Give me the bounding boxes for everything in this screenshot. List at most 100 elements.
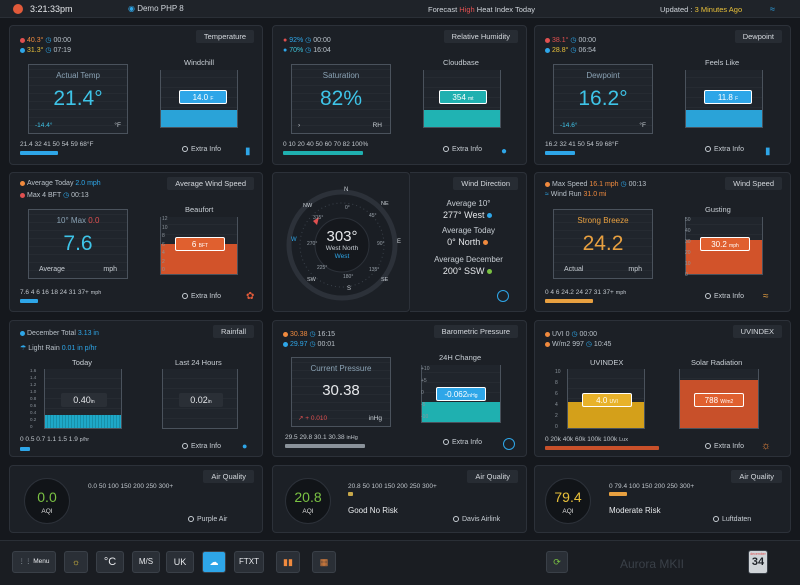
tick-label: 0 — [685, 272, 688, 278]
menu-label: Menu — [33, 558, 50, 565]
celsius-button[interactable]: °C — [96, 551, 124, 573]
deg-label: 225° — [317, 265, 328, 271]
clock-icon: ◷ — [309, 331, 316, 338]
tick-label: 2 — [555, 413, 558, 419]
deg-label: 0° — [345, 205, 350, 211]
extra-info-button[interactable]: Extra Info — [182, 293, 221, 300]
panel-title: Rainfall — [212, 325, 254, 338]
clock-icon: ◷ — [63, 192, 70, 199]
tick-label: 10 — [162, 224, 168, 231]
hum-high-time: 00:00 — [313, 37, 331, 44]
tick-label: 0 — [162, 267, 165, 273]
temp-gauge: Actual Temp 21.4° -14.4° °F — [28, 64, 128, 134]
temp-high-time: 00:00 — [53, 37, 71, 44]
scale-unit: mph — [615, 290, 627, 296]
aqi-label: AQI — [562, 508, 574, 515]
uv-number: 4.0 — [596, 396, 608, 405]
calendar-button[interactable]: ▦ — [312, 551, 336, 573]
tick-label: 8 — [162, 233, 165, 239]
deg-label: 270° — [307, 241, 318, 247]
logo-icon[interactable] — [13, 4, 23, 14]
theme-toggle-button[interactable]: ☼ — [64, 551, 88, 573]
change-ticks: +10 +5 0 -5 -10 — [421, 363, 429, 423]
avg-today-value: 0° North — [447, 237, 481, 247]
extra-info-button[interactable]: Extra Info — [705, 146, 744, 153]
air-quality-panel-3: Air Quality 79.4 AQI 0 79.4 100 150 200 … — [534, 465, 791, 533]
tick-label: 4 — [555, 402, 558, 408]
menu-button[interactable]: ⋮⋮ Menu — [12, 551, 56, 573]
baro-high-value: 30.38 — [290, 331, 308, 338]
temp-high: 40.3° ◷ 00:00 — [20, 36, 71, 44]
hum-high: ● 92% ◷ 00:00 — [283, 36, 331, 44]
info-icon — [182, 146, 188, 153]
avg-10-label: Average 10° — [446, 199, 491, 208]
bottom-toolbar: ⋮⋮ Menu ☼ °C M/S UK ☁ FTXT ▮▮ ▦ ⟳ Aurora… — [0, 540, 800, 585]
extra-info-button[interactable]: Extra Info — [443, 146, 482, 153]
extra-info-button[interactable]: Extra Info — [705, 293, 744, 300]
extra-info-label: Extra Info — [714, 443, 744, 450]
extra-info-button[interactable]: Extra Info — [182, 443, 221, 450]
extra-info-button[interactable]: Extra Info — [182, 146, 221, 153]
gusting-number: 30.2 — [711, 240, 727, 249]
temp-scale: 21.4 32 41 50 54 59 68°F — [20, 141, 94, 148]
wind-direction-panel: Wind Direction Average 10° 277° West Ave… — [410, 172, 527, 312]
baro-high-time: 16:15 — [317, 331, 336, 338]
dew-low-time: 06:54 — [578, 47, 596, 54]
cloudbase-number: 354 — [452, 93, 466, 102]
refresh-button[interactable]: ⟳ — [546, 551, 568, 573]
source-link[interactable]: Davis Airlink — [453, 516, 500, 523]
aqi-scale-bar — [609, 492, 627, 496]
extra-info-button[interactable]: Extra Info — [705, 443, 744, 450]
deg-label: 135° — [369, 267, 380, 273]
droplet-icon: ● — [501, 146, 508, 157]
forecast-high: High — [459, 5, 475, 14]
source-link[interactable]: Purple Air — [188, 516, 227, 523]
today-unit: in — [90, 399, 95, 405]
wind-run-value: 31.0 mi — [583, 191, 607, 198]
aqi-dial: 0.0 AQI — [24, 478, 70, 524]
gauge-label: Strong Breeze — [577, 216, 629, 225]
max-speed: Max Speed 16.1 mph ◷ 00:13 — [545, 180, 646, 188]
solar-unit: W/m2 — [720, 399, 734, 405]
tick-label: 40 — [685, 228, 691, 234]
date-badge: december 34 — [748, 550, 768, 574]
avg-today-label: Average Today — [27, 180, 74, 187]
tick-label: 1.6 — [30, 368, 37, 373]
aqi-dial: 79.4 AQI — [545, 478, 591, 524]
humidity-scale: 0 10 20 40 50 60 70 82 100% — [283, 141, 369, 148]
charts-button[interactable]: ▮▮ — [276, 551, 300, 573]
uk-button[interactable]: UK — [166, 551, 194, 573]
extra-info-button[interactable]: Extra Info — [443, 439, 482, 446]
ms-button[interactable]: M/S — [132, 551, 160, 573]
cloud-icon: ☁ — [209, 557, 219, 567]
tick-label: 0.4 — [30, 410, 37, 415]
ftxt-button[interactable]: FTXT — [234, 551, 264, 573]
wind-direction-text: West North — [325, 245, 359, 252]
baro-low-value: 29.97 — [290, 341, 308, 348]
change-fill — [422, 402, 500, 422]
source-link[interactable]: Luftdaten — [713, 516, 751, 523]
solar-max-time: 10:45 — [593, 341, 612, 348]
forecast-label: Forecast — [428, 5, 460, 14]
last24-unit: in — [207, 399, 212, 405]
today-label: Today — [72, 358, 93, 367]
avg-wind-scale: 7.6 4 6 16 18 24 31 37+ mph — [20, 289, 101, 296]
avg-month-value: 200° SSW — [442, 266, 485, 276]
feelslike-tank: 11.8 F — [685, 70, 763, 128]
info-icon[interactable] — [497, 290, 509, 302]
compass-se: SE — [381, 277, 389, 283]
high-dot-icon — [20, 37, 25, 43]
weather-button[interactable]: ☁ — [202, 551, 226, 573]
trend-arrow-icon: › — [298, 122, 301, 129]
gauge-label: Dewpoint — [586, 71, 620, 80]
tick-label: 30 — [685, 239, 691, 245]
compass-sw: SW — [307, 277, 316, 283]
scale-values: 0 20k 40k 60k 100k 100k — [545, 436, 618, 443]
feelslike-unit: F — [735, 96, 739, 102]
clock-icon: ◷ — [305, 47, 312, 54]
tick-label: +5 — [421, 378, 427, 384]
humidity-panel: Relative Humidity ● 92% ◷ 00:00 ● 70% ◷ … — [272, 25, 527, 165]
high-dot-icon — [545, 37, 550, 43]
aqi-risk: Good No Risk — [348, 506, 398, 515]
scale-unit: mph — [90, 290, 102, 296]
